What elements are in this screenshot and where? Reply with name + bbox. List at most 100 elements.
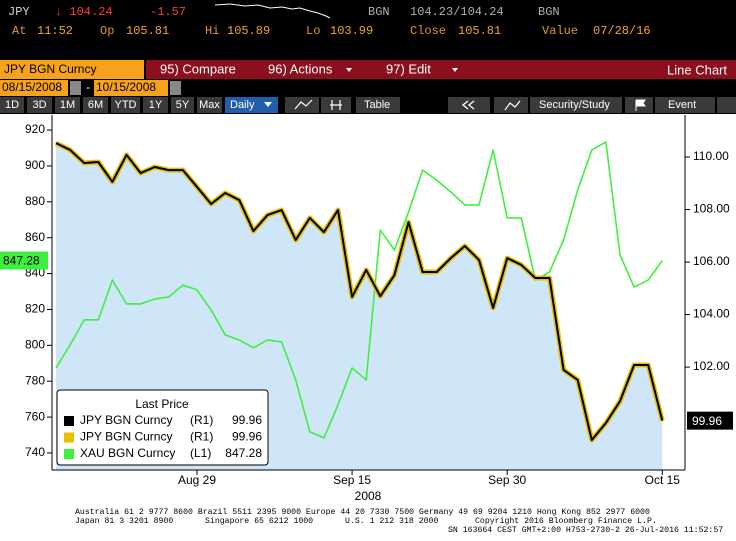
dropdown-arrow xyxy=(264,102,272,107)
calendar-icon[interactable] xyxy=(70,81,81,95)
stat-label: Value xyxy=(542,24,578,38)
y2-tick-label: 110.00 xyxy=(693,149,729,163)
dropdown-arrow xyxy=(452,68,458,72)
frequency-button[interactable] xyxy=(225,97,278,113)
last-value-tag xyxy=(687,411,733,430)
event: Event xyxy=(668,99,696,111)
period-label: 5Y xyxy=(176,99,190,111)
y-tick-label: 880 xyxy=(25,194,45,208)
last-value-tag xyxy=(0,251,48,270)
x-tick-label: Sep 30 xyxy=(488,473,526,487)
menu-bar xyxy=(146,60,736,79)
y-tick-label: 740 xyxy=(25,445,45,459)
y-tick-label: 900 xyxy=(25,158,45,172)
period-label: 3D xyxy=(32,99,46,111)
legend-value: 99.96 xyxy=(232,430,262,444)
date-separator: - xyxy=(86,80,90,94)
stat-value: 105.81 xyxy=(126,24,169,38)
footer-contacts: Australia 61 2 9777 8600 Brazil 5511 239… xyxy=(75,507,650,517)
period-button[interactable] xyxy=(83,97,108,113)
security-field[interactable] xyxy=(0,60,144,79)
stat-value: 105.81 xyxy=(458,24,501,38)
calendar-icon[interactable] xyxy=(170,81,181,95)
change: -1.57 xyxy=(150,5,186,19)
y-tick-label: 800 xyxy=(25,338,45,352)
x-tick-label: Aug 29 xyxy=(178,473,216,487)
currency: BGN xyxy=(538,5,560,19)
period-label: Max xyxy=(199,99,220,111)
frequency: Daily xyxy=(230,99,255,111)
quote-stats: At 11:52 Op 105.81 Hi 105.89 Lo 103.99 Close 105.… xyxy=(12,24,651,38)
legend-axis: (R1) xyxy=(190,430,213,444)
stat-value: 103.99 xyxy=(330,24,373,38)
legend-axis: (R1) xyxy=(190,413,213,427)
series-line xyxy=(55,141,663,439)
stat-label: Close xyxy=(410,24,446,38)
period-button[interactable] xyxy=(111,97,140,113)
legend-value: 847.28 xyxy=(225,446,262,460)
period-label: YTD xyxy=(115,99,137,111)
period-button[interactable] xyxy=(55,97,80,113)
price: ↓ 104.24 xyxy=(55,5,113,19)
event-dropdown[interactable] xyxy=(717,97,736,113)
draw-icon xyxy=(294,99,313,110)
period-button[interactable] xyxy=(171,97,194,113)
table-button[interactable] xyxy=(356,97,400,113)
stat-value: 11:52 xyxy=(37,24,73,38)
series-line xyxy=(55,142,664,442)
x-axis-year: 2008 xyxy=(355,489,382,503)
last-value-tag-label: 99.96 xyxy=(692,414,722,428)
legend-box xyxy=(56,389,269,466)
y2-tick-label: 104.00 xyxy=(693,307,730,321)
period-label: 1M xyxy=(60,99,75,111)
period-label: 6M xyxy=(88,99,103,111)
y-tick-label: 920 xyxy=(25,122,45,136)
date-field[interactable] xyxy=(94,80,168,96)
security-study: Security/Study xyxy=(539,99,610,111)
period-button[interactable] xyxy=(197,97,222,113)
menu-item[interactable]: 96) Actions xyxy=(268,61,333,76)
start-date: 08/15/2008 xyxy=(2,80,62,94)
draw-button[interactable] xyxy=(285,97,319,113)
legend-label: JPY BGN Curncy xyxy=(80,430,172,444)
security-name: JPY BGN Curncy xyxy=(4,62,96,76)
event-button[interactable] xyxy=(655,97,715,113)
y2-tick-label: 106.00 xyxy=(693,254,730,268)
y2-tick-label: 102.00 xyxy=(693,359,730,373)
period-button[interactable] xyxy=(143,97,168,113)
legend-axis: (L1) xyxy=(190,446,211,460)
table-label: Table xyxy=(364,99,390,111)
cursor-icon xyxy=(330,100,342,110)
stat-label: Lo xyxy=(306,24,320,38)
period-button[interactable] xyxy=(27,97,52,113)
collapse-icon xyxy=(461,100,475,110)
x-tick-label: Sep 15 xyxy=(333,473,371,487)
footer-session: SN 163664 CEST GMT+2:00 H753-2730-2 26-J… xyxy=(448,525,723,535)
security-study-button[interactable] xyxy=(530,97,622,113)
y-tick-label: 760 xyxy=(25,409,45,423)
area xyxy=(56,143,663,471)
footer-contact: Japan 81 3 3201 8900 xyxy=(75,517,173,526)
ticker: JPY xyxy=(8,5,30,19)
period-button[interactable] xyxy=(0,97,24,113)
last-value-tag-label: 847.28 xyxy=(3,254,40,268)
legend: Last Price JPY BGN Curncy (R1) 99.96 JPY BGN… xyxy=(56,389,269,466)
period-buttons: 1D 3D 1M 6M YTD 1Y 5Y Max xyxy=(0,97,222,113)
x-tick-label: Oct 15 xyxy=(645,473,681,487)
end-date: 10/15/2008 xyxy=(96,80,156,94)
menu-item[interactable]: 95) Compare xyxy=(160,61,236,76)
footer-contact: Singapore 65 6212 1000 xyxy=(205,516,313,526)
y-tick-label: 860 xyxy=(25,230,45,244)
y-tick-label: 820 xyxy=(25,302,45,316)
menu-item[interactable]: 97) Edit xyxy=(386,61,431,76)
period-label: 1D xyxy=(5,99,19,111)
legend-label: JPY BGN Curncy xyxy=(80,413,172,427)
legend-swatch xyxy=(64,416,74,426)
date-field[interactable] xyxy=(0,80,68,96)
quote-header: JPY ↓ 104.24 -1.57 BGN 104.23/104.24 BGN xyxy=(8,3,560,19)
flag-icon xyxy=(635,99,646,111)
stat-label: Op xyxy=(100,24,114,38)
study-button[interactable] xyxy=(494,97,528,113)
